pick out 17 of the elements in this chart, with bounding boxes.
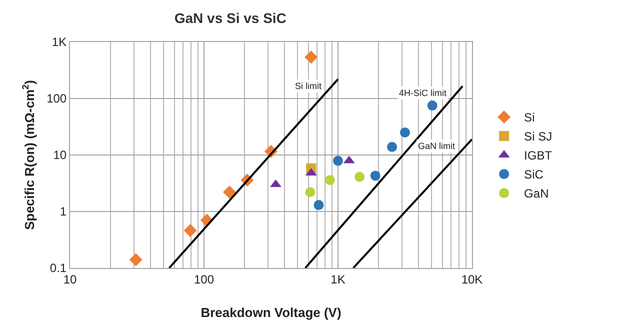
y-tick-label: 1K (52, 35, 67, 50)
x-axis-title: Breakdown Voltage (V) (200, 305, 342, 320)
legend-label: SiC (524, 168, 544, 182)
series-label: Si limit (295, 81, 322, 91)
series-label: GaN limit (418, 141, 456, 151)
chart-title: GaN vs Si vs SiC (174, 10, 286, 26)
series-label: 4H-SiC limit (399, 88, 447, 98)
x-tick-label: 1K (330, 272, 346, 286)
y-tick-label: 1 (60, 204, 67, 219)
legend-label: GaN (524, 186, 549, 201)
legend-label: Si SJ (524, 130, 552, 144)
x-tick-label: 100 (194, 272, 214, 286)
legend-label: Si (524, 110, 535, 125)
y-tick-label: 10 (53, 148, 67, 162)
x-tick-label: 10K (461, 272, 483, 286)
legend-label: IGBT (524, 148, 553, 163)
y-tick-label: 100 (46, 92, 67, 106)
